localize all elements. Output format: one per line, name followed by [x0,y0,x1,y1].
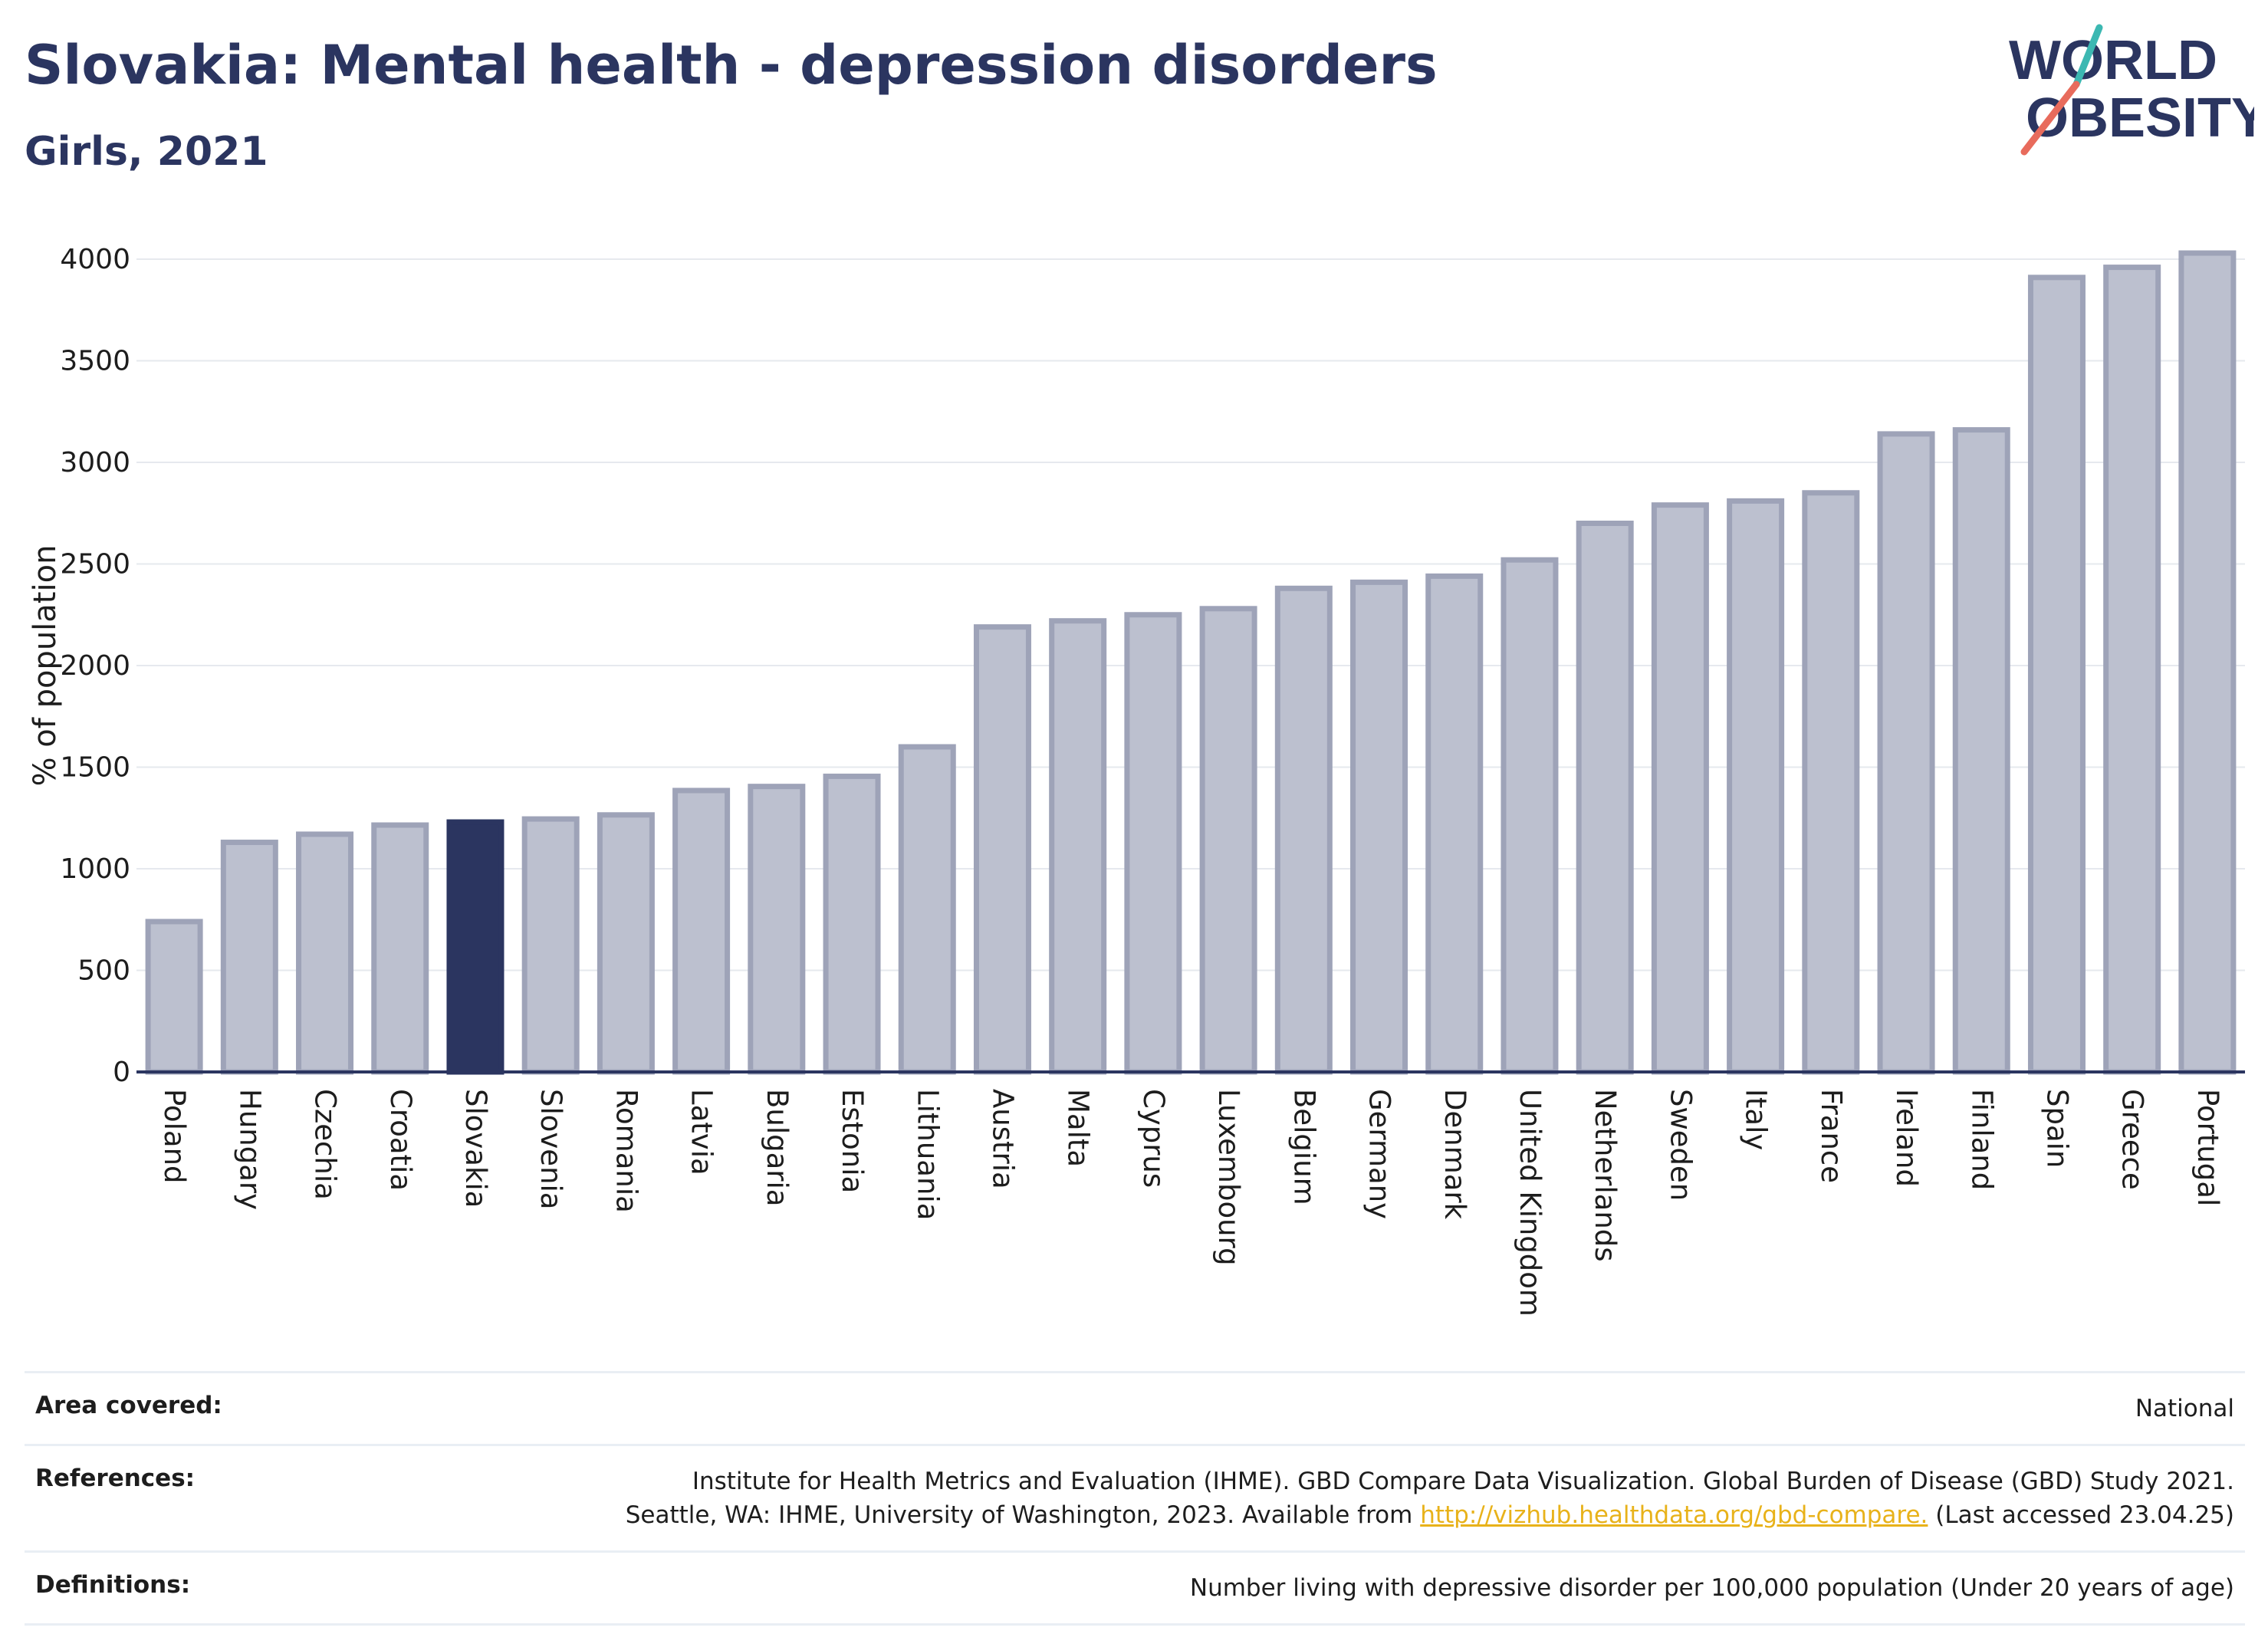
logo-slash-teal [2072,24,2103,88]
bar [1199,606,1257,1075]
x-tick-label: Spain [2040,1089,2073,1168]
bar-chart: 0 500 1000 1500 2000 2500 3000 3500 4000 % of pop… [28,244,2245,1317]
bar [1651,502,1709,1075]
x-tick-label: United Kingdom [1514,1089,1547,1317]
x-tick-label: Sweden [1664,1089,1697,1201]
bar [1500,557,1559,1075]
x-tick-label: Germany [1363,1089,1396,1219]
references-value: Institute for Health Metrics and Evaluat… [626,1465,2234,1532]
x-tick-label: Romania [610,1089,643,1213]
x-tick-label: Greece [2116,1089,2149,1190]
references-link[interactable]: http://vizhub.healthdata.org/gbd-compare… [1420,1501,1928,1529]
bar [823,773,881,1075]
x-tick-label: Lithuania [911,1089,944,1220]
bar [296,831,354,1075]
x-tick-label: Ireland [1890,1089,1923,1187]
x-tick-label: Czechia [309,1089,342,1200]
x-tick-label: Poland [158,1089,191,1184]
y-axis-label: % of population [28,545,63,787]
x-tick-label: France [1815,1089,1848,1183]
bar [2178,250,2237,1075]
references-line1: Institute for Health Metrics and Evaluat… [692,1468,2234,1495]
bar [145,919,203,1075]
bar [1425,573,1484,1075]
bar [748,784,806,1075]
x-tick-label: Latvia [685,1089,718,1175]
x-tick-label: Finland [1965,1089,1998,1190]
area-value: National [2135,1395,2234,1422]
references-line2-post: (Last accessed 23.04.25) [1928,1501,2234,1529]
x-tick-label: Luxembourg [1212,1089,1245,1266]
x-tick-label: Cyprus [1137,1089,1170,1188]
bar [371,822,429,1075]
bar [1274,585,1333,1075]
x-tick-label: Netherlands [1589,1089,1622,1262]
definitions-value: Number living with depressive disorder p… [1189,1574,2234,1602]
bar [1952,427,2010,1075]
bar [521,816,580,1075]
y-tick-label: 3000 [60,447,130,478]
definitions-label: Definitions: [35,1571,191,1599]
bar [2103,265,2161,1075]
chart-title: Slovakia: Mental health - depression dis… [25,34,1438,97]
bar [1727,498,1785,1075]
bar [1802,490,1860,1075]
footer-row-references: References: Institute for Health Metrics… [25,1444,2245,1550]
area-label: Area covered: [35,1392,222,1419]
x-tick-label: Estonia [836,1089,869,1193]
bar [1124,612,1182,1075]
references-label: References: [35,1465,196,1492]
chart-footer: Area covered: National References: Insti… [25,1371,2245,1626]
bar [1576,521,1634,1075]
y-tick-label: 4000 [60,244,130,275]
bar [898,744,956,1075]
bar [446,819,505,1075]
x-tick-label: Italy [1740,1089,1773,1150]
y-tick-label: 3500 [60,346,130,377]
chart-subtitle: Girls, 2021 [25,129,268,175]
x-tick-label: Denmark [1438,1089,1471,1220]
y-tick-label: 2000 [60,650,130,682]
references-line2-pre: Seattle, WA: IHME, University of Washing… [625,1501,1421,1529]
bar [1049,618,1107,1075]
bar [220,840,278,1075]
bar [597,812,655,1075]
world-obesity-logo: WORLD OBESITY [2009,24,2254,156]
x-tick-label: Hungary [233,1089,266,1210]
x-tick-label: Croatia [384,1089,417,1191]
footer-row-definitions: Definitions: Number living with depressi… [25,1550,2245,1626]
x-tick-label: Malta [1062,1089,1095,1167]
bar [1350,579,1408,1075]
x-tick-label: Portugal [2191,1089,2224,1206]
bar [1877,431,1935,1075]
logo-slash-coral [2020,81,2080,156]
logo-line1: WORLD [2009,30,2217,91]
x-tick-label: Bulgaria [761,1089,794,1206]
y-tick-label: 500 [77,955,130,987]
x-tick-label: Belgium [1287,1089,1320,1205]
x-tick-label: Austria [986,1089,1019,1189]
footer-row-area: Area covered: National [25,1371,2245,1444]
bar [672,787,731,1075]
y-tick-label: 2500 [60,549,130,580]
y-tick-label: 1500 [60,752,130,784]
x-tick-label: Slovenia [534,1089,567,1209]
bar [2027,275,2086,1075]
y-tick-label: 1000 [60,853,130,885]
y-tick-label: 0 [113,1057,130,1088]
bar [973,624,1031,1075]
x-tick-label: Slovakia [459,1089,492,1208]
